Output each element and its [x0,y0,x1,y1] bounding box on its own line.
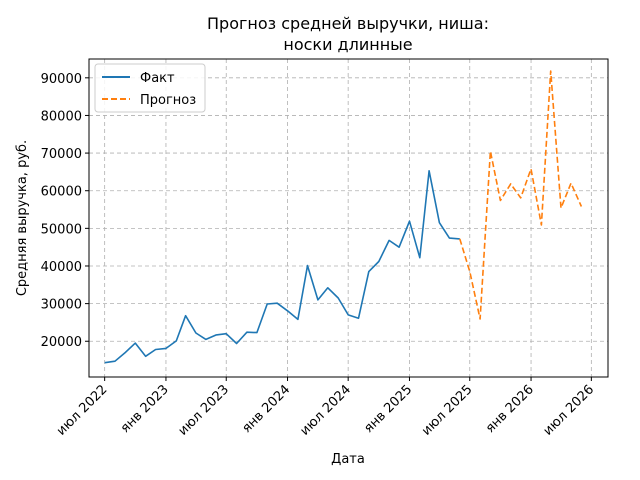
y-tick-label: 20000 [41,335,82,350]
chart-title-line-2: носки длинные [283,35,412,54]
x-axis-label: Дата [331,452,365,467]
y-axis-ticks: 20000 30000 40000 50000 60000 70000 80000 90000 [41,72,89,350]
series-line-forecast [459,70,583,320]
y-tick-label: 80000 [41,109,82,124]
y-axis-label: Средняя выручка, руб. [15,140,30,296]
chart-title-line-1: Прогноз средней выручки, ниша: [207,14,489,33]
series-lines [104,70,583,364]
legend-label-fact: Факт [140,71,175,86]
y-tick-label: 90000 [41,72,82,87]
y-tick-label: 50000 [41,222,82,237]
legend-label-forecast: Прогноз [140,93,196,108]
legend: Факт Прогноз [94,63,206,113]
y-tick-label: 70000 [41,147,82,162]
y-tick-label: 60000 [41,185,82,200]
y-tick-label: 30000 [41,298,82,313]
y-tick-label: 40000 [41,260,82,275]
series-line-fact [104,170,460,364]
